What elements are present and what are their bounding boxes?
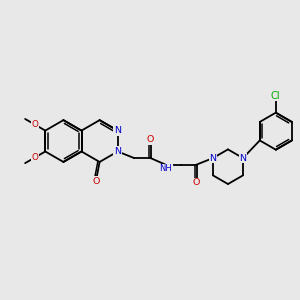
Text: O: O [147,135,154,144]
Text: O: O [93,177,100,186]
Text: O: O [32,153,38,162]
Text: N: N [114,126,121,135]
Text: N: N [239,154,247,163]
Text: N: N [114,147,121,156]
Text: Cl: Cl [271,91,281,101]
Text: N: N [209,154,217,163]
Text: O: O [32,120,38,129]
Text: NH: NH [159,164,172,173]
Text: O: O [193,178,200,187]
